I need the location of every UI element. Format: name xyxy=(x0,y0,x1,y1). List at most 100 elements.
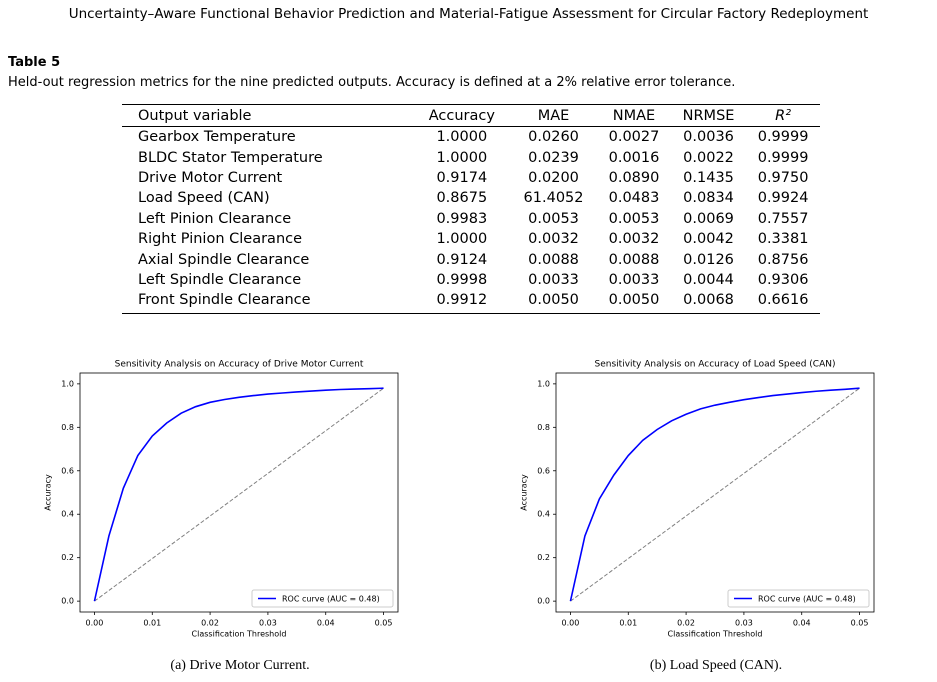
x-tick-label: 0.03 xyxy=(259,619,277,628)
running-header: Uncertainty–Aware Functional Behavior Pr… xyxy=(68,6,869,22)
x-tick-label: 0.01 xyxy=(619,619,637,628)
chart: Sensitivity Analysis on Accuracy of Load… xyxy=(520,360,875,639)
table-cell: 0.0033 xyxy=(528,271,579,288)
table-cell: 0.0036 xyxy=(683,129,734,146)
reference-line xyxy=(570,387,860,602)
table-cell: Load Speed (CAN) xyxy=(138,190,270,207)
x-tick-label: 0.02 xyxy=(201,619,219,628)
table-cell: 1.0000 xyxy=(436,129,488,146)
table-cell: 0.0069 xyxy=(683,210,734,227)
table-cell: 0.0483 xyxy=(608,190,660,207)
table-cell: Left Pinion Clearance xyxy=(138,210,292,227)
table-cell: 0.0032 xyxy=(528,231,579,248)
column-header: MAE xyxy=(509,104,598,127)
x-tick-label: 0.00 xyxy=(86,619,104,628)
table-cell: 0.0890 xyxy=(608,169,660,186)
table-cell: 0.0016 xyxy=(608,149,660,166)
table-cell: 1.0000 xyxy=(436,149,488,166)
column-header: NMAE xyxy=(597,104,671,127)
table-cell: 0.9306 xyxy=(757,271,809,288)
y-tick-label: 1.0 xyxy=(537,379,550,388)
table-row: Left Pinion Clearance 0.9983 0.0053 0.0053 0… xyxy=(122,209,820,229)
axes-frame xyxy=(555,372,875,613)
chart: Sensitivity Analysis on Accuracy of Driv… xyxy=(44,360,399,639)
table-cell: 0.7557 xyxy=(757,210,809,227)
table-row: Gearbox Temperature 1.0000 0.0260 0.0027 0.0… xyxy=(122,127,820,148)
table-cell: Right Pinion Clearance xyxy=(138,231,303,248)
table-row: Drive Motor Current 0.9174 0.0200 0.0890 0.1… xyxy=(122,168,820,188)
table-cell: 0.0088 xyxy=(528,251,579,268)
roc-line xyxy=(93,387,384,602)
reference-line xyxy=(94,387,384,602)
table-cell: 0.9998 xyxy=(436,271,488,288)
table-cell: 0.9174 xyxy=(436,169,488,186)
legend-box xyxy=(251,589,394,608)
y-tick-label: 0.0 xyxy=(537,597,550,606)
figure-caption: (a) Drive Motor Current. xyxy=(170,658,310,673)
y-tick-label: 0.6 xyxy=(61,466,74,475)
table-cell: 0.1435 xyxy=(683,169,734,186)
table-cell: 0.9999 xyxy=(757,149,809,166)
table-row: Right Pinion Clearance 1.0000 0.0032 0.0032… xyxy=(122,229,820,249)
legend-label: ROC curve (AUC = 0.48) xyxy=(758,595,856,604)
y-tick-label: 0.6 xyxy=(537,466,550,475)
y-axis-label: Accuracy xyxy=(520,474,529,511)
table-cell: 0.0068 xyxy=(670,290,747,314)
table-cell: 0.9999 xyxy=(757,129,809,146)
table-cell: 0.0042 xyxy=(683,231,734,248)
chart-title: Sensitivity Analysis on Accuracy of Load… xyxy=(595,360,836,370)
x-tick-label: 0.01 xyxy=(143,619,161,628)
table-cell: 0.3381 xyxy=(757,231,809,248)
table-row: BLDC Stator Temperature 1.0000 0.0239 0.001… xyxy=(122,147,820,167)
table-cell: 0.0050 xyxy=(509,290,598,314)
table-row: Front Spindle Clearance 0.9912 0.0050 0.005… xyxy=(122,290,820,314)
table-cell: 0.8756 xyxy=(757,251,809,268)
table-cell: 0.0834 xyxy=(683,190,734,207)
table-cell: 0.0033 xyxy=(608,271,660,288)
table-cell: 0.0053 xyxy=(528,210,579,227)
table-cell: Front Spindle Clearance xyxy=(122,290,414,314)
table-cell: 0.0032 xyxy=(608,231,660,248)
table-row: Axial Spindle Clearance 0.9124 0.0088 0.008… xyxy=(122,249,820,269)
x-tick-label: 0.04 xyxy=(793,619,811,628)
table-cell: 0.0050 xyxy=(597,290,671,314)
x-tick-label: 0.04 xyxy=(317,619,335,628)
legend-label: ROC curve (AUC = 0.48) xyxy=(282,595,380,604)
column-header: Accuracy xyxy=(413,104,510,127)
y-tick-label: 1.0 xyxy=(61,379,74,388)
table-cell: Axial Spindle Clearance xyxy=(138,251,310,268)
table-cell: 0.0200 xyxy=(528,169,579,186)
table-cell: 0.8675 xyxy=(436,190,488,207)
figure-caption: (b) Load Speed (CAN). xyxy=(649,658,783,673)
table-caption: Held-out regression metrics for the nine… xyxy=(8,75,736,90)
axes-frame xyxy=(79,372,399,613)
table-cell: 0.0044 xyxy=(683,271,734,288)
table-cell: 0.9912 xyxy=(413,290,510,314)
x-tick-label: 0.05 xyxy=(851,619,869,628)
x-tick-label: 0.02 xyxy=(677,619,695,628)
column-header: R² xyxy=(746,104,820,127)
table-cell: 1.0000 xyxy=(436,231,488,248)
y-tick-label: 0.2 xyxy=(61,553,74,562)
table-cell: Drive Motor Current xyxy=(138,169,283,186)
y-tick-label: 0.8 xyxy=(537,423,550,432)
table-cell: 0.0260 xyxy=(528,129,579,146)
x-axis-label: Classification Threshold xyxy=(668,630,763,639)
table-cell: 0.9124 xyxy=(436,251,488,268)
table-row: Load Speed (CAN) 0.8675 61.4052 0.0483 0.083… xyxy=(122,188,820,208)
table-cell: 0.9750 xyxy=(757,169,809,186)
table-name: Table 5 xyxy=(8,55,61,70)
y-axis-label: Accuracy xyxy=(44,474,53,511)
x-tick-label: 0.03 xyxy=(735,619,753,628)
metrics-table: Output variable Accuracy MAE NMAE NRMSE R² Gea… xyxy=(122,104,820,314)
column-header: Output variable xyxy=(122,104,414,127)
legend-box xyxy=(727,589,870,608)
table-cell: 61.4052 xyxy=(523,190,584,207)
table-cell: 0.9983 xyxy=(436,210,488,227)
table-cell: 0.0022 xyxy=(683,149,734,166)
table-cell: 0.0053 xyxy=(608,210,660,227)
table-cell: BLDC Stator Temperature xyxy=(138,149,323,166)
table-header: Output variable Accuracy MAE NMAE NRMSE R² xyxy=(122,104,820,127)
table-cell: 0.0239 xyxy=(528,149,579,166)
